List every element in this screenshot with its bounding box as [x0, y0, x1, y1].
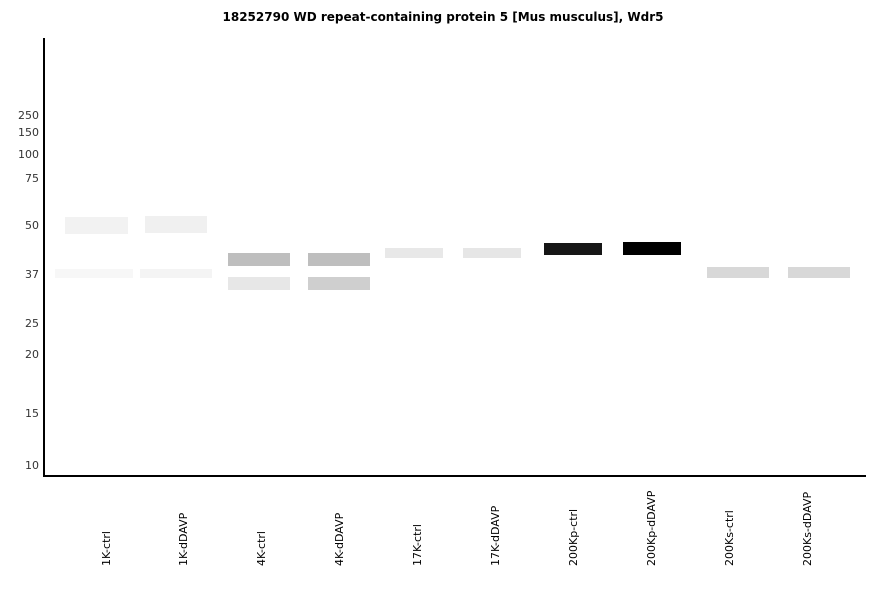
y-axis-tick-label: 37 — [25, 268, 39, 281]
y-axis-line — [43, 38, 45, 477]
gel-band — [228, 277, 290, 290]
y-axis-tick-label: 75 — [25, 172, 39, 185]
x-axis-tick-label: 17K-dDAVP — [489, 505, 502, 566]
x-axis-tick-label: 4K-dDAVP — [333, 512, 346, 566]
y-axis-tick-label: 10 — [25, 459, 39, 472]
y-axis-tick-label: 20 — [25, 348, 39, 361]
page-title: 18252790 WD repeat-containing protein 5 … — [222, 10, 664, 24]
x-axis-tick-label: 200Ks-ctrl — [723, 510, 736, 566]
gel-band — [140, 269, 212, 278]
y-axis-tick-label: 15 — [25, 407, 39, 420]
y-axis-tick-label: 25 — [25, 317, 39, 330]
gel-band — [707, 267, 769, 278]
y-axis-tick-label: 100 — [18, 148, 39, 161]
gel-band — [55, 269, 133, 278]
gel-band — [228, 253, 290, 266]
gel-band — [544, 243, 602, 255]
gel-band — [788, 267, 850, 278]
x-axis-tick-label: 1K-dDAVP — [177, 512, 190, 566]
x-axis-tick-label: 200Ks-dDAVP — [801, 491, 814, 566]
x-axis-tick-label: 17K-ctrl — [411, 524, 424, 566]
x-axis-tick-label: 4K-ctrl — [255, 531, 268, 566]
gel-band — [145, 216, 207, 233]
y-axis-tick-label: 50 — [25, 219, 39, 232]
gel-band — [463, 248, 521, 258]
gel-band — [385, 248, 443, 258]
gel-band — [308, 277, 370, 290]
x-axis-tick-label: 1K-ctrl — [100, 531, 113, 566]
gel-band — [623, 242, 681, 255]
x-axis-tick-label: 200Kp-ctrl — [567, 508, 580, 566]
y-axis-tick-labels: 250 150 100 75 50 37 25 20 15 10 — [0, 0, 39, 595]
x-axis-line — [43, 475, 866, 477]
x-axis-tick-label: 200Kp-dDAVP — [645, 490, 658, 566]
gel-band — [65, 217, 128, 234]
gel-band — [308, 253, 370, 266]
y-axis-tick-label: 150 — [18, 126, 39, 139]
gel-lanes-plot-area — [45, 38, 866, 475]
y-axis-tick-label: 250 — [18, 109, 39, 122]
